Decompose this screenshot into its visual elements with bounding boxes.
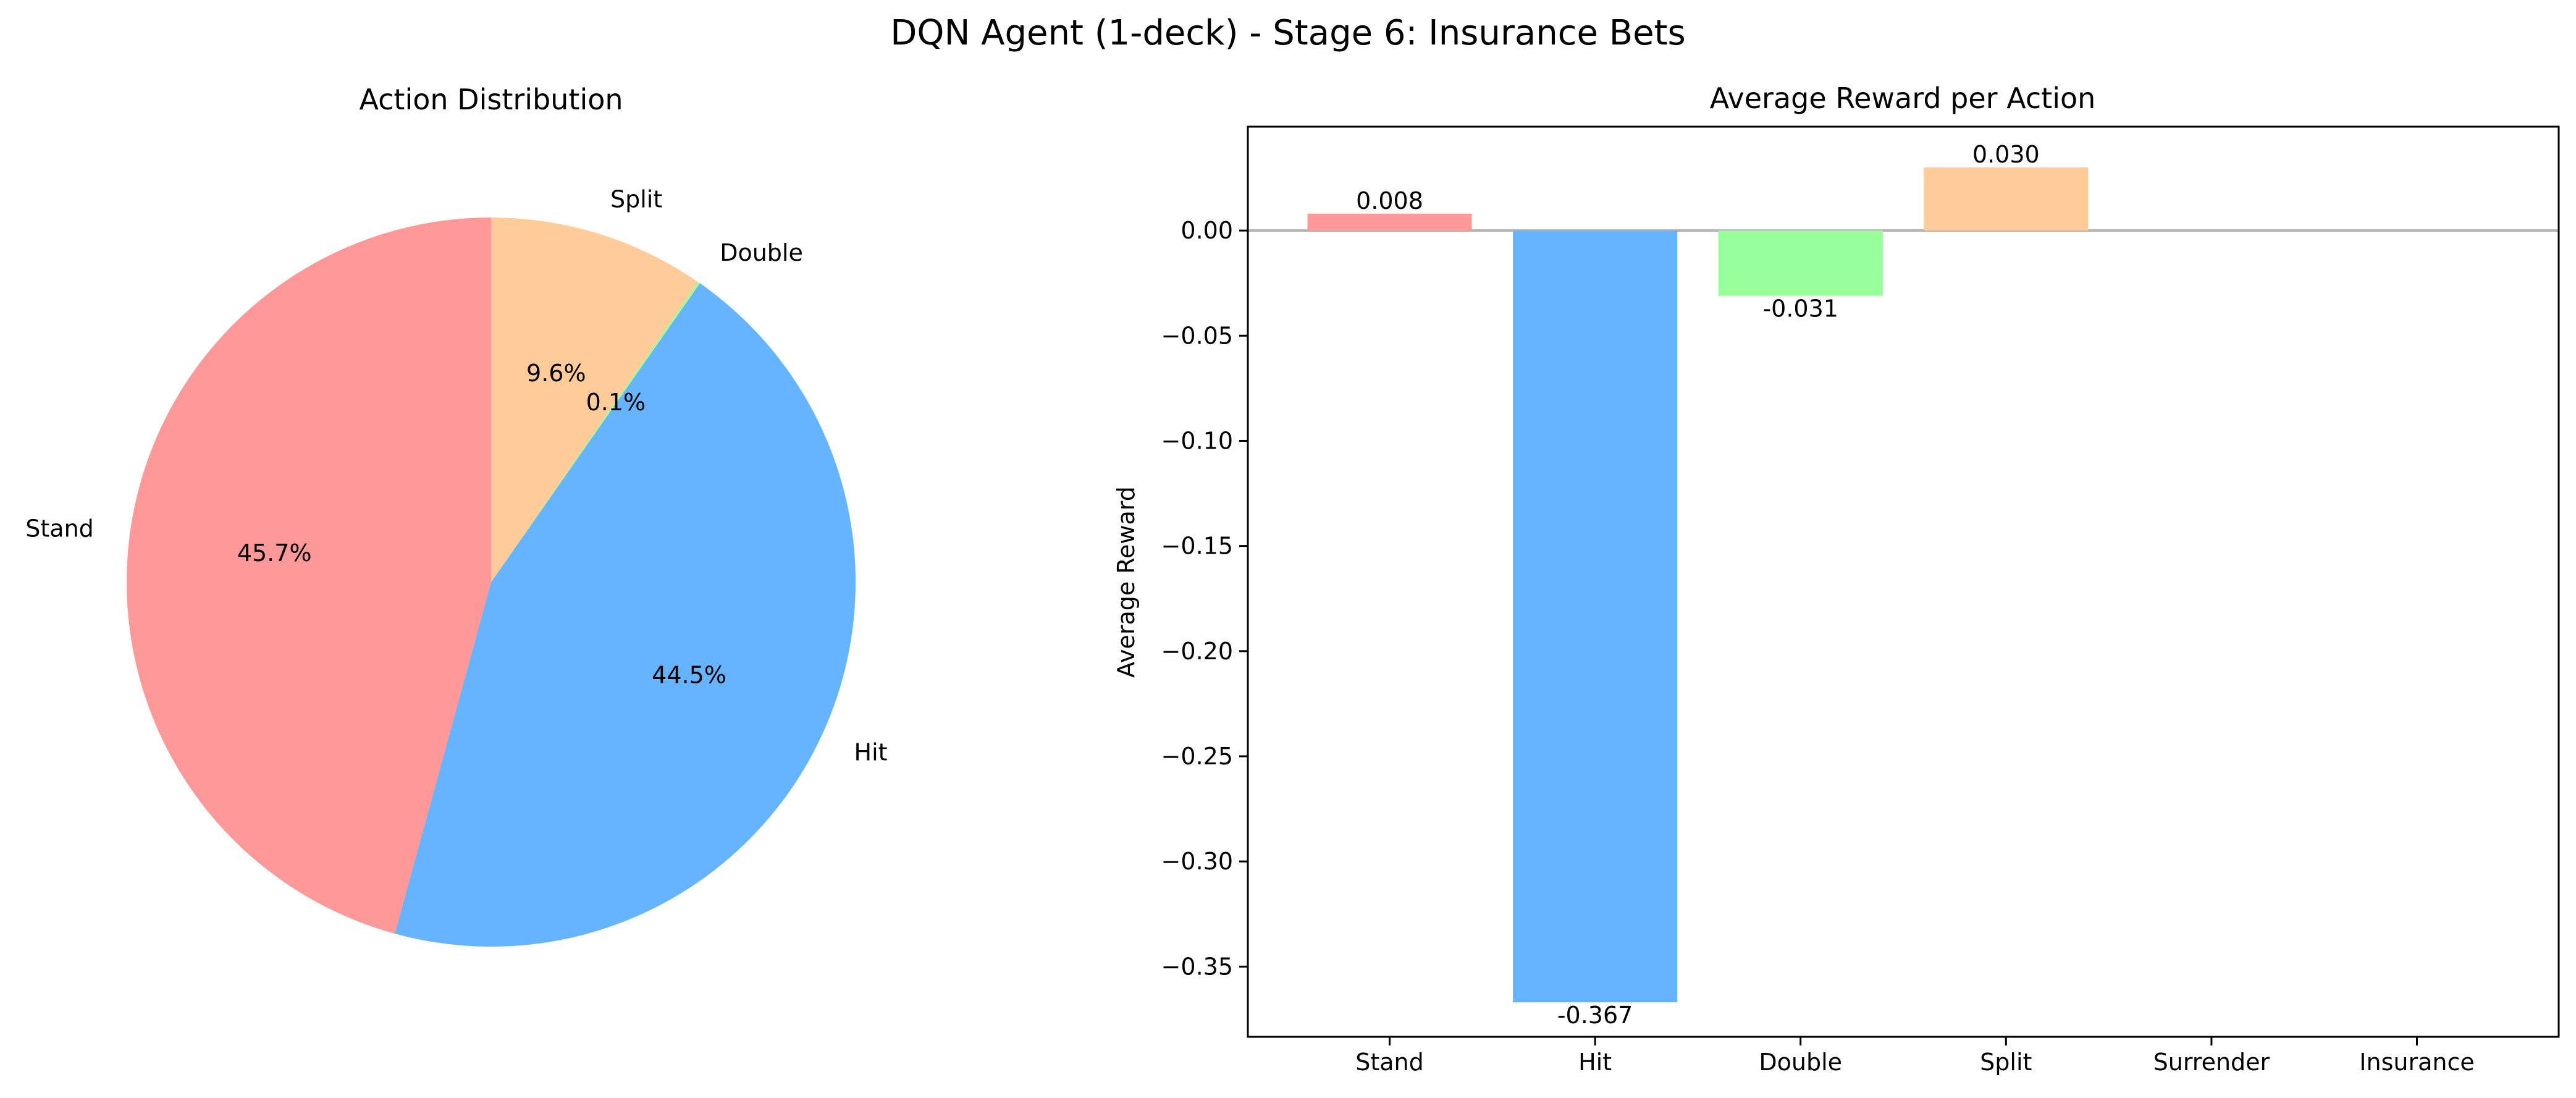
bar-value-labels: 0.008 -0.367 -0.031 0.030: [1356, 141, 2040, 1029]
pie-pct-hit: 44.5%: [652, 661, 726, 688]
pie-slices: [126, 217, 856, 947]
x-tick-label-hit: Hit: [1578, 1049, 1612, 1076]
bars: [1307, 167, 2089, 1003]
pie-pct-double: 0.1%: [586, 389, 646, 416]
bar-value-label-double: -0.031: [1762, 295, 1838, 323]
bar-split: [1924, 167, 2089, 231]
pie-pct-stand: 45.7%: [237, 539, 312, 567]
x-axis-ticks: Stand Hit Double Split Surrender Insurance: [1355, 1037, 2475, 1076]
x-tick-label-split: Split: [1980, 1049, 2032, 1076]
bar-stand: [1307, 213, 1472, 231]
pie-chart-title: Action Distribution: [359, 83, 623, 116]
bar-value-label-hit: -0.367: [1557, 1002, 1633, 1029]
y-tick-label: −0.35: [1161, 953, 1233, 980]
figure-suptitle: DQN Agent (1-deck) - Stage 6: Insurance …: [890, 13, 1685, 53]
pie-chart: Action Distribution Stand 45.7% Hit 44.5% Do…: [25, 83, 888, 947]
x-tick-label-double: Double: [1759, 1049, 1842, 1076]
y-tick-label: −0.20: [1161, 638, 1233, 665]
pie-label-split: Split: [610, 185, 662, 213]
y-tick-label: −0.25: [1161, 743, 1233, 770]
x-tick-label-surrender: Surrender: [2153, 1049, 2270, 1076]
y-axis-ticks: 0.00 −0.05 −0.10 −0.15 −0.20 −0.25 −0.30 −0.35: [1161, 217, 1248, 980]
bar-double: [1718, 230, 1883, 296]
y-tick-label: −0.10: [1161, 427, 1233, 454]
y-axis-label: Average Reward: [1113, 486, 1140, 678]
pie-slice-stand: [126, 217, 491, 934]
bar-chart: Average Reward per Action Average Reward…: [1113, 82, 2560, 1076]
x-tick-label-insurance: Insurance: [2359, 1049, 2474, 1076]
y-tick-label: −0.05: [1161, 322, 1233, 349]
bar-chart-title: Average Reward per Action: [1710, 82, 2096, 115]
pie-slice-double: [491, 282, 701, 582]
bar-value-label-stand: 0.008: [1356, 187, 1423, 214]
bar-value-label-split: 0.030: [1972, 141, 2040, 168]
pie-label-double: Double: [720, 239, 803, 266]
pie-pct-split: 9.6%: [526, 360, 586, 387]
x-tick-label-stand: Stand: [1355, 1049, 1424, 1076]
pie-slice-hit: [395, 283, 856, 947]
bar-hit: [1513, 230, 1678, 1003]
pie-label-stand: Stand: [25, 515, 94, 543]
pie-slice-split: [491, 217, 698, 582]
y-tick-label: −0.15: [1161, 533, 1233, 560]
pie-label-hit: Hit: [854, 739, 888, 766]
pie-labels: Stand 45.7% Hit 44.5% Double 0.1% Split 9.6%: [25, 185, 887, 766]
y-tick-label: −0.30: [1161, 848, 1233, 875]
y-tick-label: 0.00: [1181, 217, 1233, 244]
axes-frame: [1247, 125, 2560, 1038]
